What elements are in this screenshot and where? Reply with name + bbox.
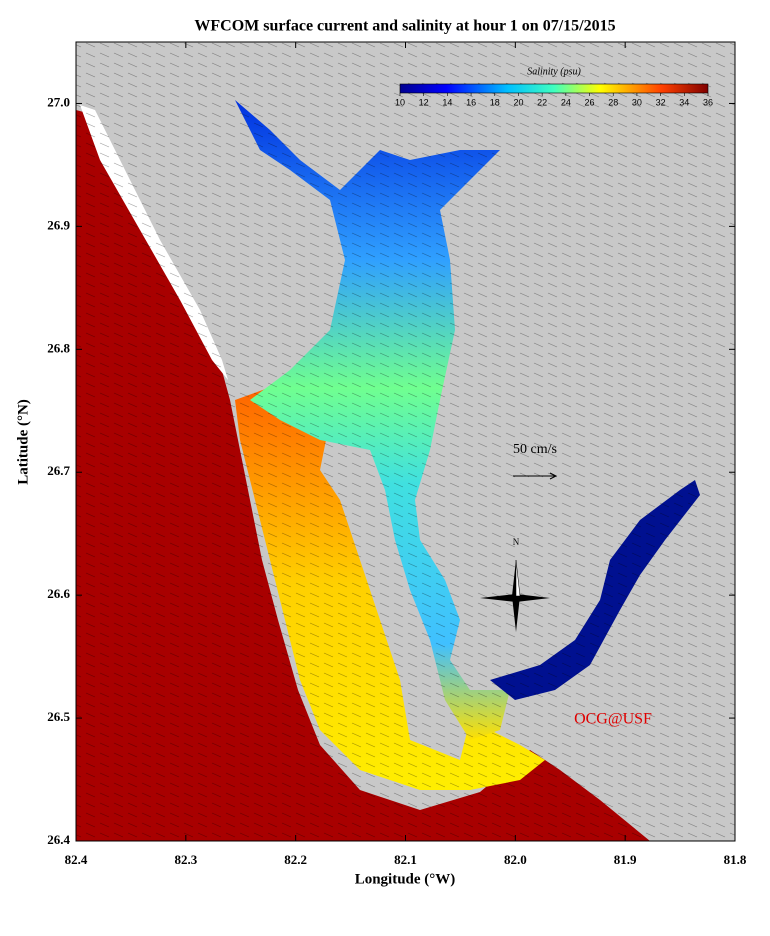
colorbar-tick-label: 10 [395,97,405,107]
x-tick-label: 81.8 [724,852,747,867]
compass-highlight [515,559,521,597]
x-tick-label: 82.1 [394,852,417,867]
y-tick-label: 26.7 [47,463,70,478]
colorbar-tick-label: 14 [442,97,452,107]
x-label: Longitude (°W) [355,871,456,887]
x-tick-label: 82.3 [174,852,197,867]
current-vectors [76,42,735,841]
compass-ew [480,594,550,602]
colorbar-tick-label: 22 [537,97,547,107]
compass-label: N [513,537,520,547]
colorbar-tick-label: 34 [679,97,689,107]
x-tick-label: 82.4 [65,852,88,867]
title: WFCOM surface current and salinity at ho… [194,18,615,35]
y-tick-label: 26.8 [47,340,70,355]
colorbar-tick-label: 32 [656,97,666,107]
y-tick-label: 26.5 [47,709,70,724]
colorbar-tick-label: 36 [703,97,713,107]
colorbar-tick-label: 26 [585,97,595,107]
y-label: Latitude (°N) [15,399,31,485]
axes: 82.4 82.3 82.2 82.1 82.0 81.9 81.8 26.4 26.5 26.6… [47,42,747,867]
y-tick-label: 27.0 [47,94,70,109]
y-tick-label: 26.6 [47,586,70,601]
colorbar-tick-label: 24 [561,97,571,107]
colorbar-tick-label: 20 [513,97,523,107]
colorbar-tick-label: 18 [490,97,500,107]
colorbar-tick-label: 30 [632,97,642,107]
colorbar-tick-label: 16 [466,97,476,107]
x-tick-label: 82.0 [504,852,527,867]
scale-arrow-head [549,472,558,480]
y-tick-label: 26.4 [47,832,70,847]
colorbar-bar [399,83,709,94]
scale-arrow-label: 50 cm/s [513,442,557,457]
colorbar: Salinity (psu) 10 12 14 16 18 20 22 24 26 28 30 32 3… [395,66,713,107]
x-tick-label: 82.2 [284,852,307,867]
x-tick-label: 81.9 [614,852,637,867]
map-area [76,42,735,841]
colorbar-label: Salinity (psu) [527,66,581,77]
y-tick-label: 26.9 [47,217,70,232]
colorbar-tick-label: 12 [419,97,429,107]
colorbar-tick-label: 28 [608,97,618,107]
credit: OCG@USF [574,711,652,728]
compass: N [480,537,550,632]
